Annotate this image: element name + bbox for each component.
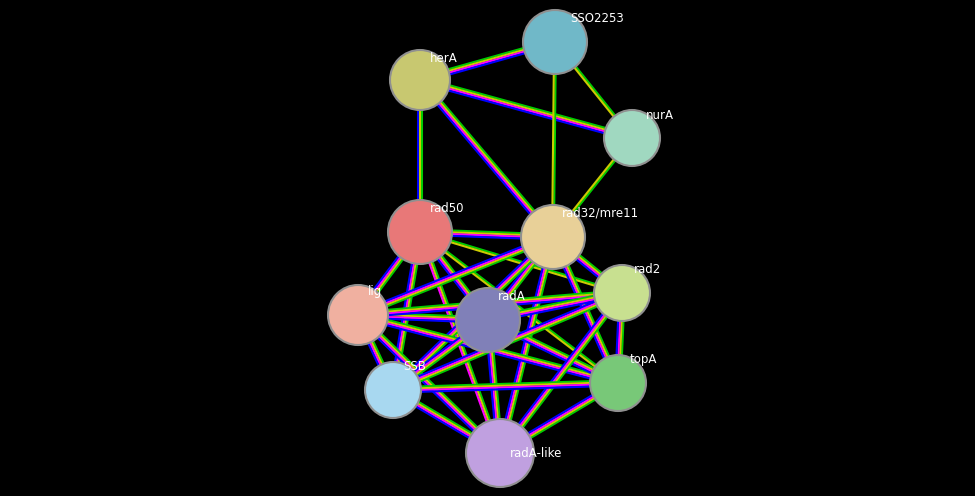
- Text: herA: herA: [430, 52, 457, 65]
- Text: SSO2253: SSO2253: [570, 12, 624, 25]
- Text: rad50: rad50: [430, 202, 464, 215]
- Text: lig: lig: [368, 285, 382, 298]
- Circle shape: [390, 50, 450, 110]
- Circle shape: [521, 205, 585, 269]
- Circle shape: [328, 285, 388, 345]
- Text: topA: topA: [630, 353, 657, 366]
- Circle shape: [523, 10, 587, 74]
- Text: rad32/mre11: rad32/mre11: [562, 207, 640, 220]
- Text: radA-like: radA-like: [510, 447, 563, 460]
- Circle shape: [590, 355, 646, 411]
- Text: SSB: SSB: [403, 360, 426, 373]
- Circle shape: [365, 362, 421, 418]
- Text: rad2: rad2: [634, 263, 661, 276]
- Circle shape: [456, 288, 520, 352]
- Circle shape: [594, 265, 650, 321]
- Circle shape: [604, 110, 660, 166]
- Text: radA: radA: [498, 290, 526, 303]
- Circle shape: [466, 419, 534, 487]
- Text: nurA: nurA: [646, 109, 674, 122]
- Circle shape: [388, 200, 452, 264]
